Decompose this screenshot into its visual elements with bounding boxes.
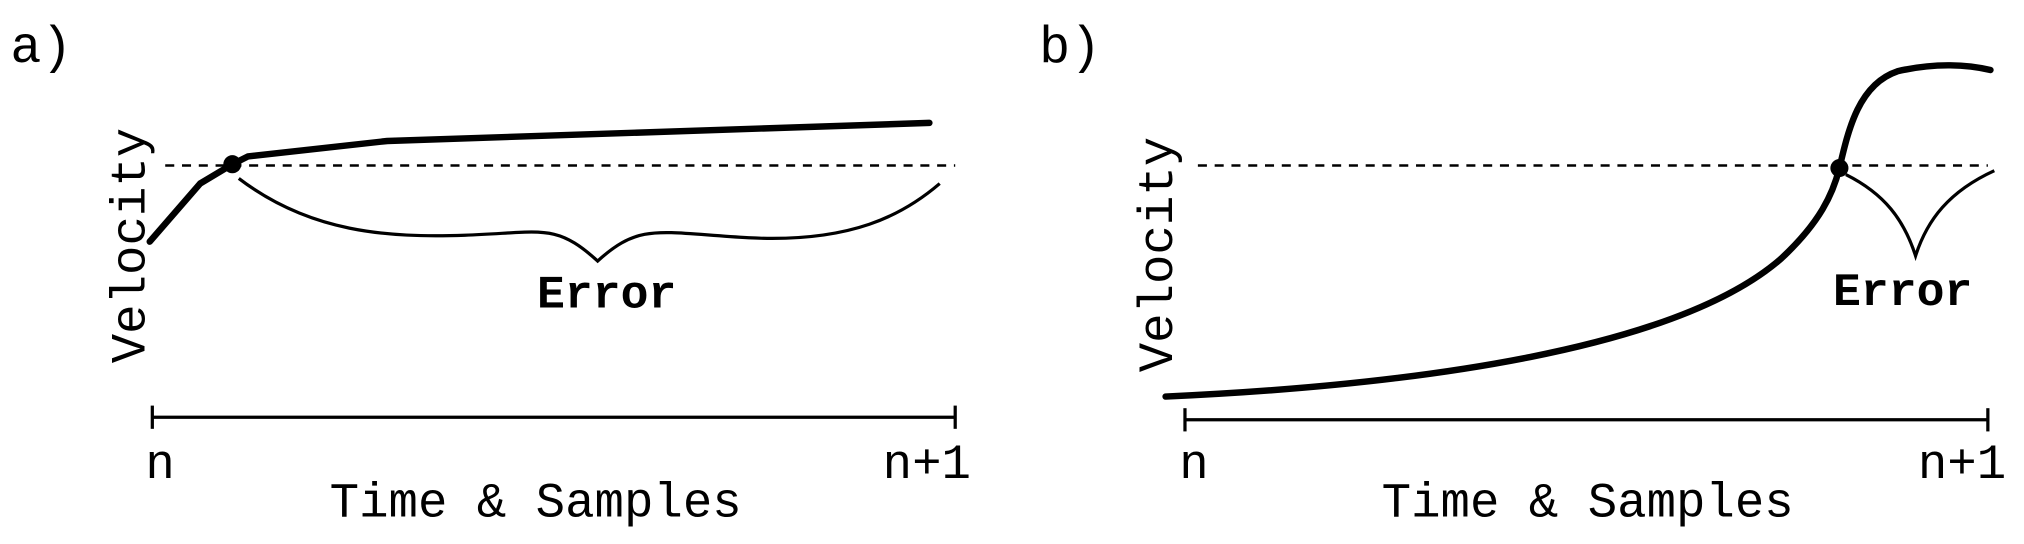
y-axis-label: Velocity [104, 128, 160, 363]
annotation: Error [1833, 266, 1972, 319]
intersection-point [1830, 159, 1849, 178]
x-end-label: n+1 [883, 437, 971, 493]
x-axis-label: Time & Samples [1382, 476, 1794, 532]
error-brace [1845, 169, 1995, 262]
panel-b: b) Velocity Error n n+1 Time & Samples [1039, 19, 2006, 531]
x-axis-label: Time & Samples [330, 476, 742, 532]
y-axis-label: Velocity [1131, 137, 1187, 372]
velocity-curve [1162, 62, 1994, 400]
annotation: Error [537, 268, 676, 321]
x-start-label: n [145, 437, 174, 493]
error-brace [237, 177, 941, 264]
panel-label: b) [1039, 19, 1101, 78]
x-end-label: n+1 [1918, 437, 2006, 493]
panel-label: a) [10, 19, 72, 78]
x-start-label: n [1179, 437, 1208, 493]
intersection-point [223, 155, 242, 174]
panel-a: a) Velocity Error n n+1 Time & Samples [10, 19, 971, 531]
